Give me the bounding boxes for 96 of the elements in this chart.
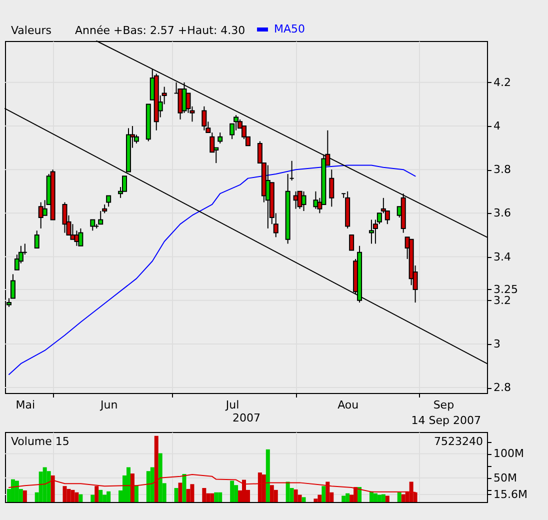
bar: [377, 494, 382, 502]
bar: [242, 480, 246, 502]
y-tick-label: 3.2: [494, 294, 511, 307]
y-tick-label: 4.2: [494, 76, 511, 89]
bar: [322, 486, 326, 502]
bar: [202, 488, 206, 502]
line-series: [8, 164, 416, 375]
bar: [294, 489, 298, 502]
y-tick-label: 15.6M: [494, 488, 528, 501]
candlestick: [62, 202, 68, 234]
candlestick: [218, 132, 223, 144]
bar: [106, 491, 111, 502]
y-tick-label: 2.8: [494, 381, 511, 394]
bar: [154, 436, 158, 502]
bar: [70, 490, 75, 502]
bar: [381, 494, 386, 502]
bar: [369, 491, 374, 502]
bar: [146, 471, 150, 502]
bar: [401, 494, 406, 502]
text: Année +Bas: 2.57 +Haut: 4.30: [75, 24, 246, 37]
y-tick-label: 50M: [494, 471, 517, 484]
bar: [90, 494, 95, 502]
bar: [10, 479, 15, 502]
y-tick-label: 100M: [494, 447, 524, 460]
bar: [373, 493, 378, 502]
bar: [78, 494, 83, 502]
text: Valeurs: [11, 24, 52, 37]
y-tick-label: 3.4: [494, 250, 511, 264]
candlestick: [349, 234, 354, 251]
candlestick: [78, 228, 84, 246]
x-tick-label: Aou: [338, 398, 359, 412]
x-tick-label: Jun: [99, 398, 118, 412]
bar: [150, 467, 154, 502]
bar: [14, 480, 19, 502]
candlestick: [90, 219, 96, 232]
y-tick-label: 3.25: [494, 282, 518, 296]
candlestick: [98, 210, 104, 225]
bar: [342, 496, 346, 502]
y-tick-label: 3.6: [494, 206, 511, 220]
bar: [98, 490, 103, 502]
bar: [314, 498, 318, 502]
candlestick: [34, 230, 40, 249]
bar: [354, 487, 358, 502]
bar: [358, 487, 362, 502]
x-axis-title: 2007: [232, 412, 260, 424]
bar: [134, 485, 138, 502]
bar: [270, 485, 274, 502]
bar: [74, 492, 79, 502]
bar: [409, 482, 414, 502]
bar: [326, 482, 330, 502]
bar: [262, 474, 266, 502]
candlestick: [106, 195, 112, 208]
bar: [42, 467, 47, 502]
bar: [22, 490, 27, 502]
bar: [302, 497, 306, 502]
bar: [214, 492, 218, 502]
bar: [346, 493, 350, 502]
bar: [182, 474, 186, 502]
legend-label: MA50: [274, 22, 306, 36]
chart-title: Volume 15: [11, 435, 70, 448]
bar: [94, 486, 99, 502]
bar: [158, 453, 162, 502]
bar: [178, 482, 182, 502]
text: 14 Sep 2007: [411, 414, 481, 427]
x-tick-label: Jul: [224, 398, 240, 412]
x-tick-label: Mai: [16, 398, 36, 412]
bar: [174, 488, 178, 502]
x-tick-label: Sep: [433, 398, 454, 412]
candlestick: [329, 169, 334, 208]
bar: [62, 486, 67, 502]
y-tick-label: 3.8: [494, 163, 511, 176]
bar: [234, 485, 238, 502]
candlestick: [234, 114, 239, 131]
candlestick: [38, 202, 44, 229]
annotation: 7523240: [434, 435, 483, 448]
bar: [130, 474, 134, 502]
bar: [258, 472, 262, 502]
candlestick: [301, 190, 306, 212]
bar: [266, 449, 270, 502]
bar: [190, 484, 194, 502]
bar: [46, 471, 51, 502]
candlestick: [202, 106, 207, 131]
bar: [50, 475, 55, 502]
bar: [397, 492, 402, 502]
y-tick-label: 3: [494, 337, 500, 350]
bar: [385, 496, 390, 502]
bar: [66, 488, 71, 502]
bar: [286, 482, 290, 502]
y-tick-label: 4: [494, 120, 500, 133]
bar: [210, 493, 214, 502]
line-series: [8, 474, 416, 493]
bar: [126, 467, 130, 502]
bar: [230, 480, 234, 502]
candlestick: [368, 219, 374, 244]
bar: [218, 492, 222, 502]
bar: [318, 494, 322, 502]
